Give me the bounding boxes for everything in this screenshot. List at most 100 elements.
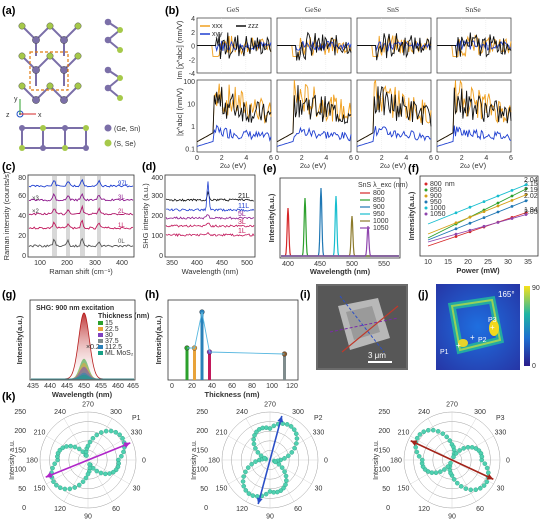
h-stem <box>185 348 189 380</box>
d-yticks: 0 100 200 300 400 <box>151 175 163 260</box>
scalebar-label: 3 μm <box>368 351 386 360</box>
polar-data-point <box>50 465 55 471</box>
polar-data-point <box>484 479 490 485</box>
d-ytick: 0 <box>159 253 163 260</box>
polar-data-point <box>57 485 63 491</box>
polar-plot-P2: 0306090120150180210240270300330250200150… <box>191 402 328 519</box>
polar-data-point <box>76 482 82 488</box>
polar-data-point <box>477 485 483 491</box>
polar-radial-label: 200 <box>196 428 208 435</box>
b-bottom-trace <box>436 87 512 143</box>
polar-title: P1 <box>132 415 141 422</box>
g-annot: ×0.2 <box>86 344 100 351</box>
b-xtick: 4 <box>404 155 408 162</box>
polar-radial-label: 150 <box>14 447 26 454</box>
polar-data-point <box>442 467 447 472</box>
e-plot-area <box>279 177 401 259</box>
polar-angle-label: 0 <box>506 458 510 465</box>
polar-radial-label: 100 <box>196 467 208 474</box>
f-xtick: 35 <box>524 259 532 266</box>
b-xtick: 6 <box>269 155 273 162</box>
polar-data-point <box>419 457 425 463</box>
panel-e-label: (e) <box>263 163 277 175</box>
f-data-point <box>496 204 500 208</box>
f-data-point <box>482 224 486 228</box>
polar-angle-label: 120 <box>418 506 430 513</box>
polar-data-point <box>51 479 56 484</box>
polar-data-point <box>289 450 295 455</box>
polar-radial-label: 100 <box>378 467 390 474</box>
b-bottom-trace <box>356 86 432 143</box>
polar-angle-label: 240 <box>54 409 66 416</box>
polar-data-point <box>267 489 273 494</box>
polar-data-point <box>250 493 256 498</box>
unit-cell-box <box>29 51 69 91</box>
f-slope-label: 1.94 <box>524 207 538 214</box>
polar-data-point <box>64 444 69 449</box>
polar-data-point <box>120 436 125 441</box>
polar-data-point <box>414 449 420 455</box>
polar-data-point <box>263 491 269 497</box>
h-xtick: 60 <box>228 383 236 390</box>
c-label-2L: 2L <box>118 209 125 215</box>
f-slope-label: 2.05 <box>524 209 538 216</box>
b-bottom-ytick: 10 <box>187 102 195 109</box>
f-slope-label: 2.19 <box>524 187 538 194</box>
polar-spoke <box>87 418 113 461</box>
b-xlabel-2: 2ω (eV) <box>300 161 327 170</box>
arrow-head <box>486 474 494 480</box>
g-xlabel: Wavelength (nm) <box>52 390 113 399</box>
b-xtick: 6 <box>509 155 513 162</box>
polar-angle-label: 210 <box>398 430 410 437</box>
d-label-5L: 5L <box>238 211 246 218</box>
map-hotspots <box>447 296 505 355</box>
panel-j: (j) 165° P1 P2 P3 + + + 90 0 <box>418 284 540 370</box>
polar-data-point <box>255 450 261 455</box>
h-xtick: 40 <box>208 383 216 390</box>
polar-plot-P3: 0306090120150180210240270300330250200150… <box>373 402 510 519</box>
h-stem <box>193 348 196 380</box>
b-xtick: 4 <box>324 155 328 162</box>
polar-data-point <box>435 429 441 434</box>
polar-data-point <box>80 479 86 485</box>
g-legend-label: 112.5 <box>105 344 122 351</box>
d-xtick: 350 <box>166 260 178 267</box>
polar-angle-label: 270 <box>446 402 458 409</box>
h-xlabel: Thickness (nm) <box>204 390 260 399</box>
panel-i: (i) 3 μm <box>300 284 408 370</box>
f-data-point <box>510 205 514 208</box>
f-data-point <box>468 215 472 219</box>
polar-angle-label: 60 <box>294 506 302 513</box>
panel-d: (d) 21L 11L 5L 3L 1L 0 100 200 300 400 3… <box>141 161 256 276</box>
polar-data-point <box>283 473 289 479</box>
panel-h: (h) 0 20 40 60 80 100 120 Thickness (nm)… <box>145 289 299 399</box>
g-xtick: 465 <box>127 383 139 390</box>
f-slope-label: 2.15 <box>524 181 538 188</box>
b-xlabel-4: 2ω (eV) <box>460 161 487 170</box>
b-ylabel-bottom: |χ^abc| (nm/V) <box>175 87 184 136</box>
polar-angle-label: 240 <box>236 409 248 416</box>
polar-data-point <box>90 435 96 441</box>
polar-radial-label: 150 <box>378 447 390 454</box>
f-data-point <box>454 232 458 236</box>
polar-spoke <box>228 459 271 485</box>
polar-data-point <box>451 477 457 482</box>
f-legend-marker <box>424 194 428 198</box>
svg-text:+: + <box>470 333 475 342</box>
polar-data-point <box>245 465 251 470</box>
f-data-point <box>496 210 500 214</box>
polar-radial-label: 50 <box>18 486 26 493</box>
h-connector <box>187 311 285 355</box>
panel-g: (g) SHG: 900 nm excitation ×0.2 Thicknes… <box>2 289 149 399</box>
h-stem <box>208 352 211 380</box>
polar-data-point <box>473 487 479 493</box>
polar-data-point <box>252 433 257 438</box>
panel-b-label: (b) <box>165 5 179 17</box>
c-ytick: 20 <box>18 233 26 240</box>
polar-data-point <box>463 486 469 491</box>
polar-data-point <box>253 459 258 464</box>
polar-data-point <box>107 471 112 476</box>
polar-data-point <box>241 483 247 489</box>
